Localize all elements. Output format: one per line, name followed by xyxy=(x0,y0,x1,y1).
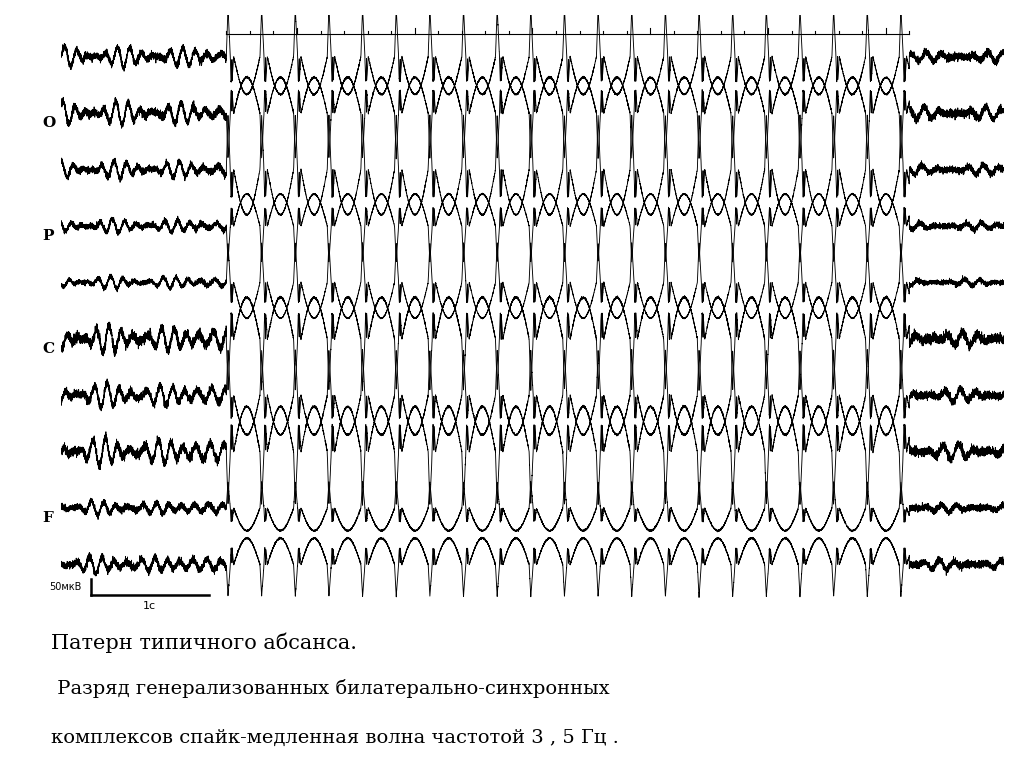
Text: P: P xyxy=(43,229,54,243)
Text: C: C xyxy=(43,342,54,356)
Text: Разряд генерализованных билатерально-синхронных: Разряд генерализованных билатерально-син… xyxy=(50,680,609,698)
Text: F: F xyxy=(43,512,53,525)
Text: комплексов спайк-медленная волна частотой 3 , 5 Гц .: комплексов спайк-медленная волна частото… xyxy=(50,729,618,747)
Text: 1с: 1с xyxy=(143,601,157,611)
Text: Патерн типичного абсанса.: Патерн типичного абсанса. xyxy=(50,632,356,653)
Text: O: O xyxy=(43,117,56,130)
Text: 50мкВ: 50мкВ xyxy=(49,581,82,591)
